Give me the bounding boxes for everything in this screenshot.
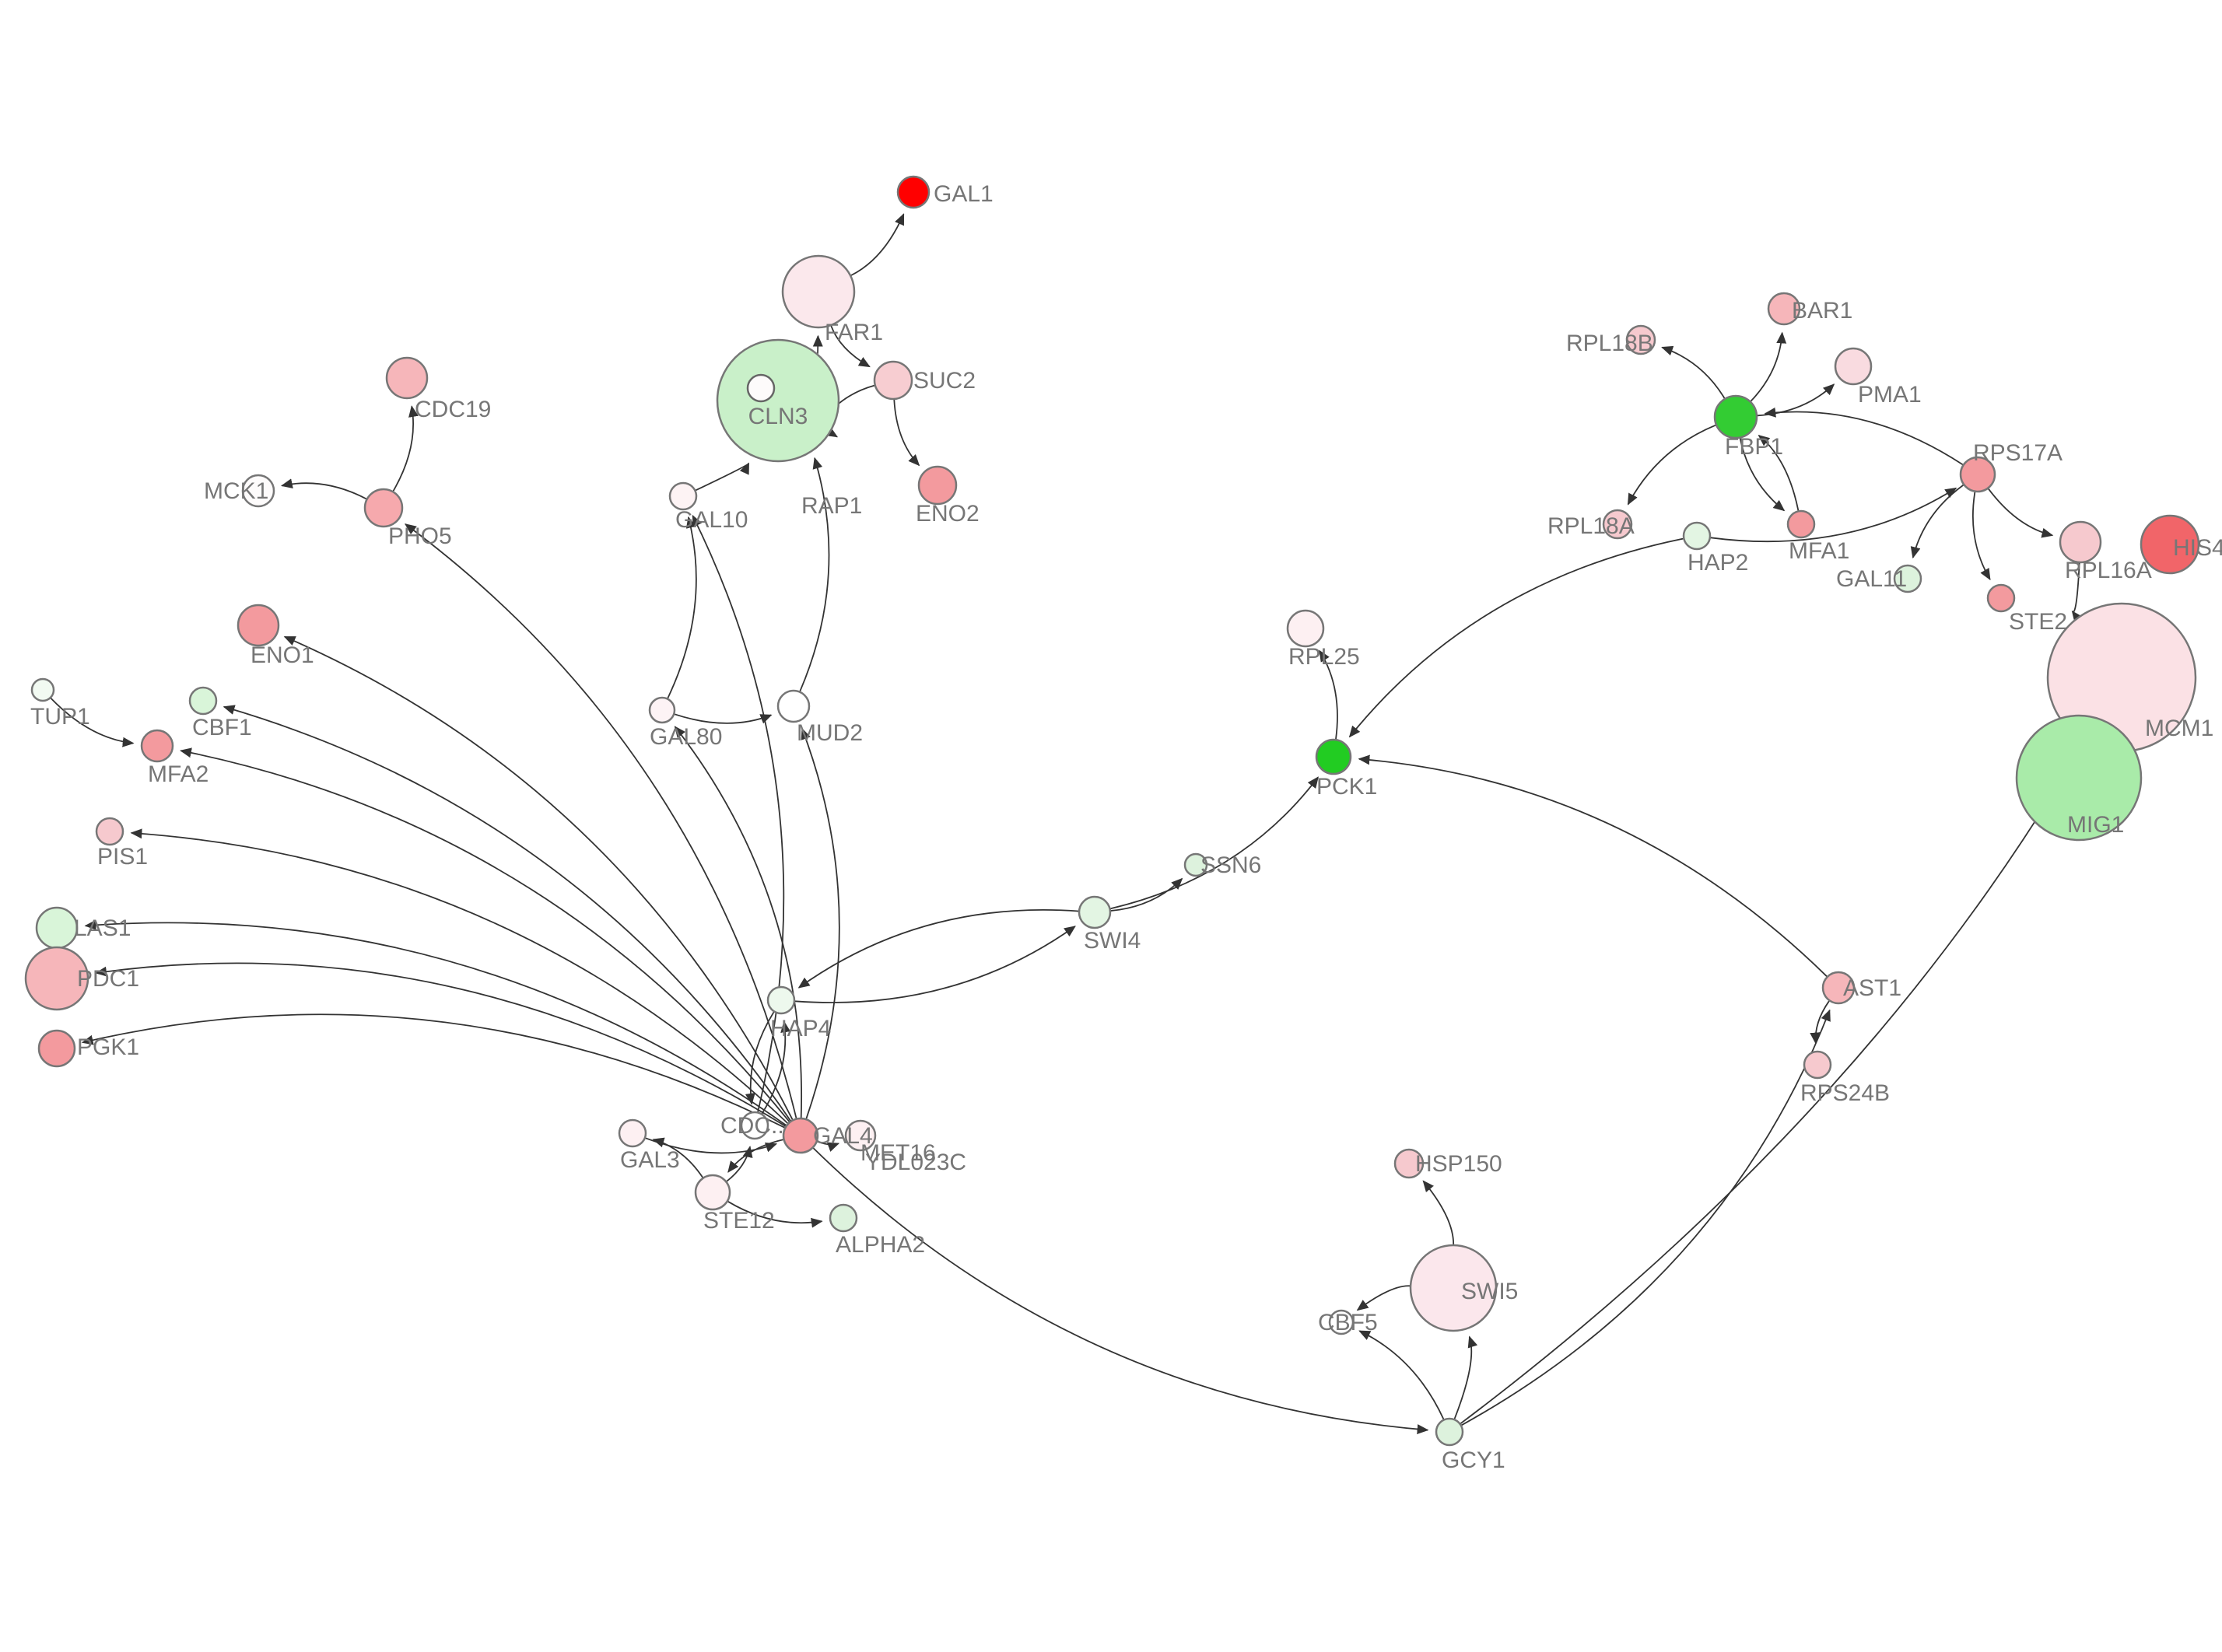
- svg-text:STE2: STE2: [2009, 609, 2067, 635]
- svg-text:AST1: AST1: [1843, 975, 1901, 1001]
- svg-text:RPS17A: RPS17A: [1973, 440, 2063, 466]
- svg-text:CDC..: CDC..: [720, 1113, 784, 1139]
- svg-text:CLN3: CLN3: [748, 404, 808, 429]
- svg-text:SUC2: SUC2: [913, 368, 976, 394]
- svg-text:TUP1: TUP1: [30, 704, 90, 730]
- svg-text:PHO5: PHO5: [388, 523, 452, 549]
- svg-text:MFA2: MFA2: [148, 761, 209, 787]
- svg-text:CBF1: CBF1: [192, 715, 252, 740]
- svg-text:PIS1: PIS1: [97, 844, 148, 870]
- svg-text:HIS4: HIS4: [2173, 535, 2222, 561]
- svg-text:GAL3: GAL3: [620, 1147, 680, 1173]
- svg-text:MUD2: MUD2: [797, 720, 863, 746]
- svg-text:FBP1: FBP1: [1725, 434, 1783, 460]
- svg-text:HAP2: HAP2: [1688, 550, 1748, 576]
- svg-text:RAP1: RAP1: [801, 493, 862, 519]
- svg-text:SWI5: SWI5: [1461, 1279, 1518, 1304]
- svg-text:MCM1: MCM1: [2145, 716, 2213, 741]
- svg-text:RPS24B: RPS24B: [1800, 1080, 1890, 1106]
- svg-text:PCK1: PCK1: [1316, 774, 1377, 800]
- svg-text:MCK1: MCK1: [204, 478, 268, 504]
- svg-text:ALPHA2: ALPHA2: [836, 1232, 925, 1258]
- svg-text:RPL25: RPL25: [1288, 644, 1360, 670]
- svg-text:BAR1: BAR1: [1792, 298, 1852, 324]
- svg-text:FAR1: FAR1: [825, 320, 883, 345]
- svg-text:HSP150: HSP150: [1415, 1151, 1502, 1177]
- svg-text:GAL10: GAL10: [675, 507, 748, 533]
- svg-text:GAL11: GAL11: [1836, 566, 1907, 592]
- svg-text:RPL18A: RPL18A: [1547, 513, 1635, 539]
- svg-text:MIG1: MIG1: [2067, 812, 2124, 838]
- svg-text:RPL16A: RPL16A: [2065, 558, 2152, 583]
- svg-text:SWI4: SWI4: [1084, 928, 1141, 954]
- svg-text:PGK1: PGK1: [77, 1034, 139, 1060]
- svg-text:GAL80: GAL80: [650, 724, 722, 750]
- svg-text:CDC19: CDC19: [415, 397, 491, 422]
- svg-text:MET16: MET16: [860, 1140, 936, 1166]
- svg-text:PMA1: PMA1: [1858, 382, 1922, 408]
- svg-text:MFA1: MFA1: [1789, 538, 1849, 564]
- svg-text:LAS1: LAS1: [74, 915, 131, 941]
- svg-text:CBF5: CBF5: [1318, 1310, 1378, 1335]
- svg-text:SSN6: SSN6: [1200, 852, 1261, 878]
- svg-text:GAL1: GAL1: [934, 181, 994, 207]
- svg-text:GCY1: GCY1: [1442, 1447, 1505, 1473]
- svg-text:ENO1: ENO1: [251, 642, 314, 668]
- svg-text:HAP4: HAP4: [770, 1016, 831, 1041]
- svg-text:STE12: STE12: [703, 1208, 775, 1234]
- svg-text:ENO2: ENO2: [916, 501, 980, 527]
- svg-text:PDC1: PDC1: [77, 966, 139, 992]
- svg-text:RPL18B: RPL18B: [1566, 331, 1653, 356]
